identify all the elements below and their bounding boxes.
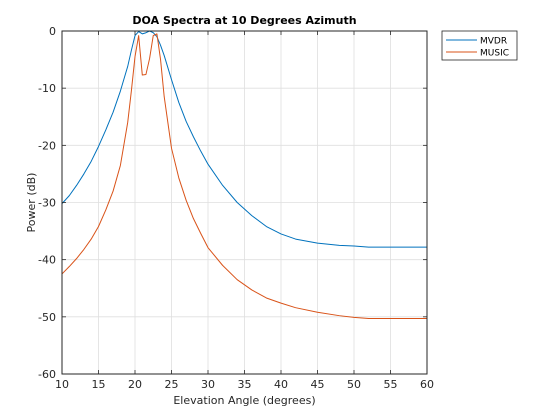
y-tick-label: -60 xyxy=(38,368,56,381)
series-line-music xyxy=(61,33,427,320)
x-axis-title: Elevation Angle (degrees) xyxy=(173,394,315,407)
y-tick-label: -40 xyxy=(38,254,56,267)
x-tick-label: 35 xyxy=(238,378,252,391)
y-tick-label: -30 xyxy=(38,197,56,210)
x-tick-label: 45 xyxy=(311,378,325,391)
x-tick-label: 30 xyxy=(201,378,215,391)
y-axis-title: Power (dB) xyxy=(25,173,38,233)
legend-label-mvdr: MVDR xyxy=(480,37,507,47)
x-tick-label: 15 xyxy=(92,378,106,391)
x-tick-label: 55 xyxy=(384,378,398,391)
legend-label-music: MUSIC xyxy=(480,49,509,59)
ticks: 10 15 20 25 30 35 40 45 50 55 60 0 -10 -20 -30 -40 -50 -6… xyxy=(38,25,434,391)
x-tick-label: 60 xyxy=(420,378,434,391)
x-tick-label: 50 xyxy=(347,378,361,391)
series-layer xyxy=(61,30,427,320)
chart-title: DOA Spectra at 10 Degrees Azimuth xyxy=(132,14,356,27)
legend-box xyxy=(441,30,518,61)
x-tick-label: 25 xyxy=(165,378,179,391)
x-tick-label: 20 xyxy=(128,378,142,391)
x-tick-label: 40 xyxy=(274,378,288,391)
y-tick-label: -20 xyxy=(38,139,56,152)
y-tick-label: -10 xyxy=(38,82,56,95)
y-tick-label: -50 xyxy=(38,311,56,324)
legend: MVDR MUSIC xyxy=(441,30,518,61)
y-tick-label: 0 xyxy=(49,25,56,38)
x-tick-label: 10 xyxy=(55,378,69,391)
series-line-mvdr xyxy=(61,30,427,248)
